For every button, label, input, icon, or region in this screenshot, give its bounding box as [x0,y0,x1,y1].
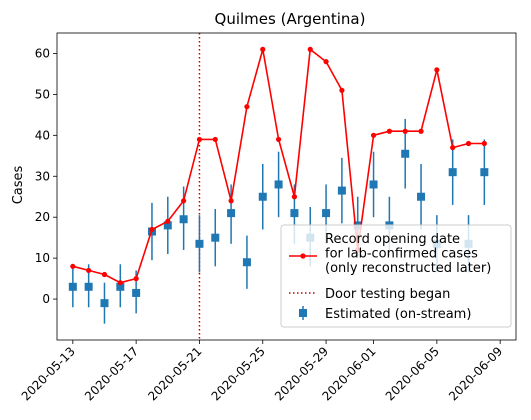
record-opening-point [465,140,472,147]
y-tick-label: 30 [35,169,50,183]
record-opening-point [117,280,123,286]
estimated-point [337,186,346,195]
record-opening-point [450,145,456,151]
record-opening-point [323,59,329,65]
estimated-point [290,209,299,218]
legend-line-marker [300,253,306,259]
x-tick-label: 2020-06-05 [383,344,442,403]
x-tick-label: 2020-06-09 [446,344,505,403]
estimated-point [211,233,220,242]
legend-label-record-opening: Record opening date [325,232,460,247]
x-tick-label: 2020-05-21 [145,344,204,403]
record-opening-point [275,136,282,143]
estimated-point [116,282,125,291]
estimated-point [322,209,331,218]
y-tick-label: 0 [42,292,50,306]
record-opening-point [370,132,377,138]
record-opening-point [165,218,171,224]
record-opening-point [133,276,139,282]
record-opening-point [260,46,266,52]
record-opening-point [70,263,76,269]
y-tick-label: 50 [35,87,50,101]
record-opening-point [434,67,440,73]
chart-title: Quilmes (Argentina) [215,10,366,28]
y-tick-label: 20 [35,210,50,224]
record-opening-point [386,128,392,134]
record-opening-point [339,87,345,93]
estimated-point [195,239,204,248]
estimated-point [163,221,172,230]
estimated-point [417,192,426,201]
y-tick-label: 60 [35,46,50,60]
legend-label-estimated: Estimated (on-stream) [325,307,471,322]
x-tick-label: 2020-05-13 [19,344,78,403]
record-opening-point [101,271,108,278]
estimated-point [84,282,93,291]
estimated-point [258,192,267,201]
y-tick-label: 10 [35,251,50,265]
record-opening-point [418,128,424,134]
estimated-point [274,180,283,189]
record-opening-point [307,46,313,52]
legend-box [280,224,512,328]
record-opening-point [86,267,92,274]
record-opening-point [228,198,234,204]
x-tick-label: 2020-05-17 [82,344,141,403]
legend-label-record-opening: (only reconstructed later) [325,261,491,276]
record-opening-point [481,140,487,147]
record-opening-point [402,128,408,134]
x-tick-label: 2020-05-25 [209,344,268,403]
estimated-point [401,149,410,158]
estimated-point [448,168,457,177]
legend-label-door-testing: Door testing began [325,287,450,302]
estimated-point [480,168,489,177]
record-opening-point [196,136,203,143]
legend-label-record-opening: for lab-confirmed cases [325,247,478,262]
plot-frame [56,32,517,341]
y-axis: 0 10 20 30 40 50 60 [35,46,57,306]
x-axis: 2020-05-13 2020-05-17 2020-05-21 2020-05-25… [19,340,505,403]
estimated-point [100,299,109,308]
record-opening-point [181,198,187,204]
estimated-point [68,282,77,291]
record-opening-point [244,104,250,110]
record-opening-point [149,226,155,233]
y-axis-label: Cases [11,165,26,204]
estimated-point [227,209,236,218]
estimated-point [369,180,378,189]
legend-errorbar-marker [299,309,307,317]
estimated-point [242,258,251,267]
y-tick-label: 40 [35,128,50,142]
record-opening-point [212,136,218,143]
record-opening-point [291,194,298,200]
estimated-point [179,215,188,224]
estimated-point [132,288,141,297]
